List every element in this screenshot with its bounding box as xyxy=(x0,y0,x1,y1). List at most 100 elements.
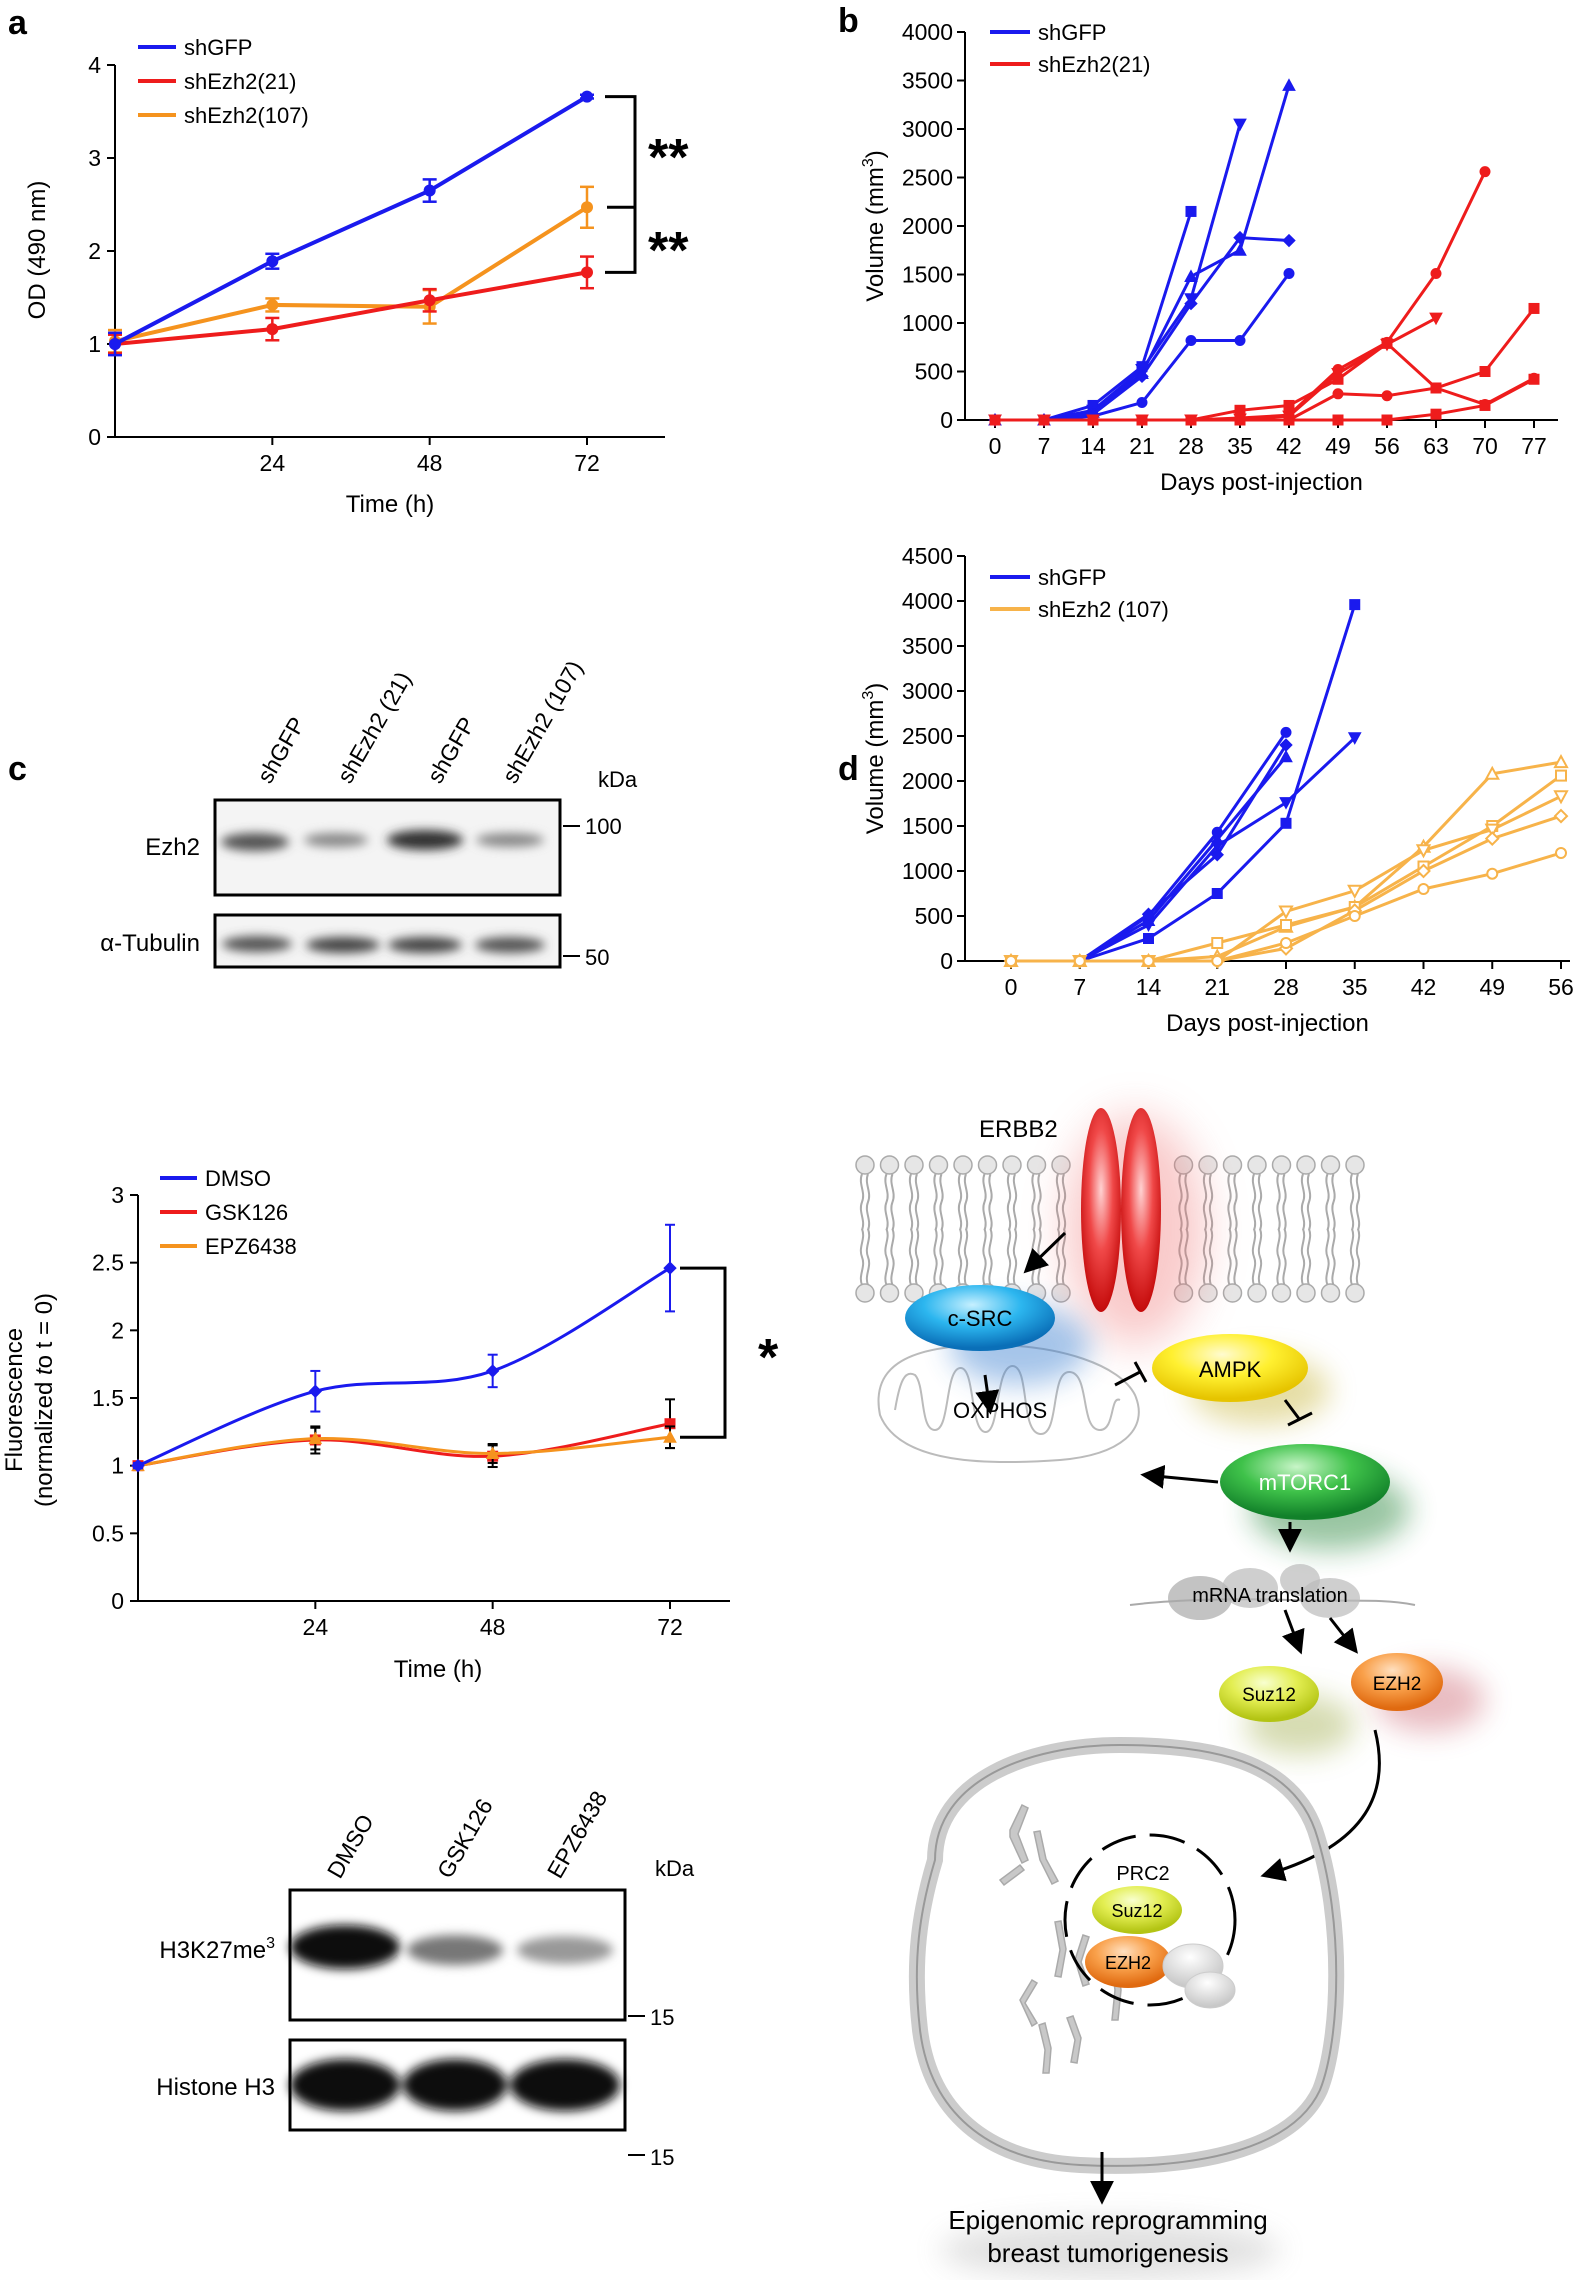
data-point xyxy=(1347,884,1363,899)
data-point xyxy=(1348,910,1361,922)
data-point xyxy=(1479,366,1491,377)
data-point xyxy=(1282,78,1296,91)
y-tick-label: 2000 xyxy=(902,213,953,239)
data-point xyxy=(109,338,121,350)
lipid-tail xyxy=(1251,1173,1257,1231)
data-point xyxy=(1280,919,1292,931)
series-line xyxy=(137,1435,671,1468)
y-tick-label: 0 xyxy=(88,424,101,450)
panel-label-b: b xyxy=(838,2,859,40)
data-point xyxy=(1332,388,1344,400)
data-point xyxy=(1211,888,1223,899)
lipid-tail xyxy=(963,1173,969,1231)
lipid-head xyxy=(1320,1283,1341,1303)
ezh2-cytoplasm-label: EZH2 xyxy=(1373,1674,1422,1695)
data-point xyxy=(1280,937,1292,949)
lipid-tail xyxy=(1306,1228,1312,1286)
data-point xyxy=(1479,399,1491,411)
suz12-cytoplasm-label: Suz12 xyxy=(1242,1685,1296,1706)
data-point xyxy=(1555,769,1567,782)
y-tick-label: 4000 xyxy=(902,588,953,614)
lipid-tail xyxy=(1300,1173,1306,1231)
data-point xyxy=(1234,334,1246,346)
y-tick-label: 2.5 xyxy=(92,1250,124,1276)
blot-a-marker-50: 50 xyxy=(585,945,609,970)
y-tick-label: 0 xyxy=(940,948,953,974)
lipid-head xyxy=(855,1283,875,1303)
erbb2-receptor-left xyxy=(1081,1108,1121,1312)
data-point xyxy=(266,298,279,311)
data-point xyxy=(1430,268,1442,280)
blot-c-marker-15b: 15 xyxy=(650,2145,674,2170)
data-point xyxy=(1087,414,1099,426)
data-point xyxy=(1484,765,1500,780)
legend-label: shEzh2(107) xyxy=(184,103,309,128)
data-point xyxy=(1279,797,1293,810)
lipid-head xyxy=(977,1155,998,1175)
diagram-d: ERBB2 OXPHOS c-SRC AMPK mTORC1 xyxy=(855,1108,1485,2280)
lipid-tail xyxy=(1208,1228,1214,1286)
data-point xyxy=(1429,312,1443,326)
x-tick-label: 49 xyxy=(1479,974,1505,1000)
lipid-tail xyxy=(1233,1228,1238,1286)
blot-a-kda: kDa xyxy=(598,767,638,792)
x-tick-label: 42 xyxy=(1276,433,1302,459)
data-point xyxy=(1211,955,1224,967)
blot-a-lane-1: shGFP xyxy=(252,713,310,788)
data-point xyxy=(308,1384,323,1398)
data-point xyxy=(1234,414,1246,426)
blot-a-row1-label: Ezh2 xyxy=(145,834,200,861)
x-axis-label: Days post-injection xyxy=(1166,1010,1369,1037)
lipid-head xyxy=(1271,1155,1292,1175)
y-axis-label: OD (490 nm) xyxy=(24,181,51,320)
x-tick-label: 7 xyxy=(1038,433,1051,459)
lipid-tail xyxy=(933,1228,938,1286)
series-line xyxy=(995,123,1242,422)
blot-a-ezh2-band xyxy=(387,830,463,850)
lipid-tail xyxy=(1300,1228,1306,1286)
lipid-head xyxy=(1296,1283,1316,1303)
y-tick-label: 0 xyxy=(940,407,953,433)
lipid-head xyxy=(1296,1155,1316,1175)
y-tick-label: 2500 xyxy=(902,165,953,191)
lipid-head xyxy=(1345,1283,1365,1303)
data-point xyxy=(1210,848,1224,862)
lipid-tail xyxy=(1202,1173,1208,1231)
x-tick-label: 28 xyxy=(1178,433,1204,459)
x-axis-label: Time (h) xyxy=(394,1656,482,1683)
legend-label: shGFP xyxy=(184,35,252,60)
data-point xyxy=(1553,790,1569,805)
x-tick-label: 14 xyxy=(1080,433,1106,459)
blot-a-lane-4: shEzh2 (107) xyxy=(497,656,588,787)
panel-label-a: a xyxy=(8,4,28,42)
c-src-node xyxy=(905,1285,1055,1351)
lipid-tail xyxy=(908,1228,914,1286)
blot-c-h3k27-band xyxy=(407,1935,503,1965)
lipid-tail xyxy=(1306,1173,1312,1231)
x-tick-label: 35 xyxy=(1342,974,1368,1000)
lipid-tail xyxy=(1282,1173,1287,1231)
lipid-tail xyxy=(1325,1173,1330,1231)
data-point xyxy=(1415,844,1432,859)
blot-a-tubulin-band xyxy=(475,937,545,953)
data-point xyxy=(1280,817,1292,829)
blot-c-h3-band xyxy=(403,2059,507,2111)
oxphos-label: OXPHOS xyxy=(953,1398,1047,1423)
blot-a-tubulin-band xyxy=(388,937,462,953)
x-tick-label: 48 xyxy=(417,450,443,476)
blot-a-lane-3: shGFP xyxy=(422,713,480,788)
blot-c: DMSO GSK126 EPZ6438 kDa H3K27me3 15 Hist… xyxy=(156,1786,695,2170)
mitochondrion xyxy=(877,1343,1140,1464)
blot-c-row1-label: H3K27me3 xyxy=(159,1935,275,1964)
legend-label: shGFP xyxy=(1038,20,1106,45)
lipid-tail xyxy=(1257,1173,1263,1231)
significance-annotation: * xyxy=(758,1329,779,1387)
data-point xyxy=(1347,732,1362,745)
blot-a-lane-2: shEzh2 (21) xyxy=(332,667,417,787)
y-tick-label: 1 xyxy=(88,331,101,357)
lipid-head xyxy=(1320,1155,1341,1175)
mrna-translation-label: mRNA translation xyxy=(1192,1585,1348,1607)
data-point xyxy=(1479,166,1491,178)
lipid-head xyxy=(1002,1155,1022,1175)
x-tick-label: 49 xyxy=(1325,433,1351,459)
